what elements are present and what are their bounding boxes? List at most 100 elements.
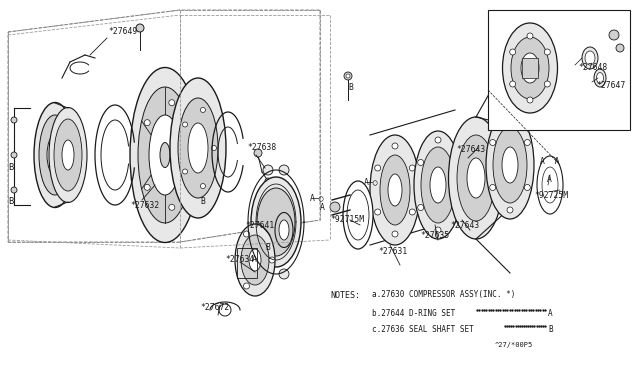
Point [528,307,538,313]
Ellipse shape [188,123,208,173]
Point [509,307,520,313]
Text: *92715M: *92715M [330,215,364,224]
Circle shape [263,269,273,279]
Point [484,307,494,313]
Ellipse shape [130,67,200,243]
Ellipse shape [370,135,420,245]
Ellipse shape [275,212,293,247]
Circle shape [452,205,458,211]
Circle shape [418,205,424,211]
Circle shape [435,137,441,143]
Text: A: A [252,256,257,264]
Text: *27634: *27634 [225,256,254,264]
Point [486,307,496,313]
Point [521,307,531,313]
Text: ^27/*00P5: ^27/*00P5 [495,342,533,348]
Point [524,307,534,313]
Point [500,323,510,329]
Ellipse shape [585,51,595,65]
Point [527,323,538,329]
Ellipse shape [257,188,295,256]
Circle shape [344,72,352,80]
Point [519,307,529,313]
Circle shape [545,81,550,87]
Ellipse shape [54,119,82,191]
Point [536,323,546,329]
Circle shape [184,152,190,158]
Text: B: B [8,198,13,206]
Text: *27631: *27631 [378,247,407,257]
Point [516,307,527,313]
Ellipse shape [537,156,563,214]
Text: B: B [548,324,552,334]
Point [531,307,541,313]
Circle shape [435,227,441,233]
Point [508,323,518,329]
Text: *92725M: *92725M [534,192,568,201]
Ellipse shape [449,117,504,239]
Ellipse shape [235,224,275,296]
Point [512,307,522,313]
Ellipse shape [457,135,495,221]
Circle shape [269,257,275,263]
Ellipse shape [467,158,485,198]
Circle shape [169,100,175,106]
Text: *27638: *27638 [247,144,276,153]
Point [533,307,543,313]
Point [525,323,536,329]
Ellipse shape [502,23,557,113]
Text: *27632: *27632 [130,201,159,209]
Circle shape [182,122,188,127]
Text: A: A [547,176,552,185]
Circle shape [545,49,550,55]
Circle shape [392,231,398,237]
Ellipse shape [160,142,170,167]
Ellipse shape [149,115,181,195]
Ellipse shape [493,127,527,203]
Point [519,323,529,329]
Circle shape [254,149,262,157]
Point [540,323,550,329]
Circle shape [11,152,17,158]
Text: NOTES:: NOTES: [330,291,360,299]
Text: A―○: A―○ [310,193,324,202]
Point [531,323,541,329]
Text: B: B [8,164,13,173]
Text: A: A [320,203,325,212]
Circle shape [507,207,513,213]
Point [505,307,515,313]
Circle shape [136,24,144,32]
Circle shape [330,202,340,212]
Point [472,307,482,313]
Point [493,307,503,313]
Ellipse shape [39,115,71,195]
Circle shape [11,117,17,123]
Point [526,307,536,313]
Point [516,323,527,329]
Ellipse shape [582,47,598,69]
Point [529,323,540,329]
Bar [488,10,630,130]
Text: b.27644 D-RING SET: b.27644 D-RING SET [372,308,455,317]
Ellipse shape [178,98,218,198]
Point [474,307,484,313]
Text: *27635: *27635 [420,231,449,240]
Circle shape [507,117,513,123]
Point [502,307,513,313]
Circle shape [616,44,624,52]
Circle shape [144,120,150,126]
Point [502,323,512,329]
Ellipse shape [380,155,410,225]
Circle shape [265,178,271,184]
Point [538,307,548,313]
Circle shape [346,74,350,78]
Circle shape [527,33,533,39]
Circle shape [200,183,205,189]
Point [534,323,544,329]
Circle shape [410,165,415,171]
Ellipse shape [34,103,76,208]
Circle shape [243,231,250,237]
Ellipse shape [343,181,373,249]
Point [521,323,531,329]
Text: A  A: A A [540,157,559,167]
